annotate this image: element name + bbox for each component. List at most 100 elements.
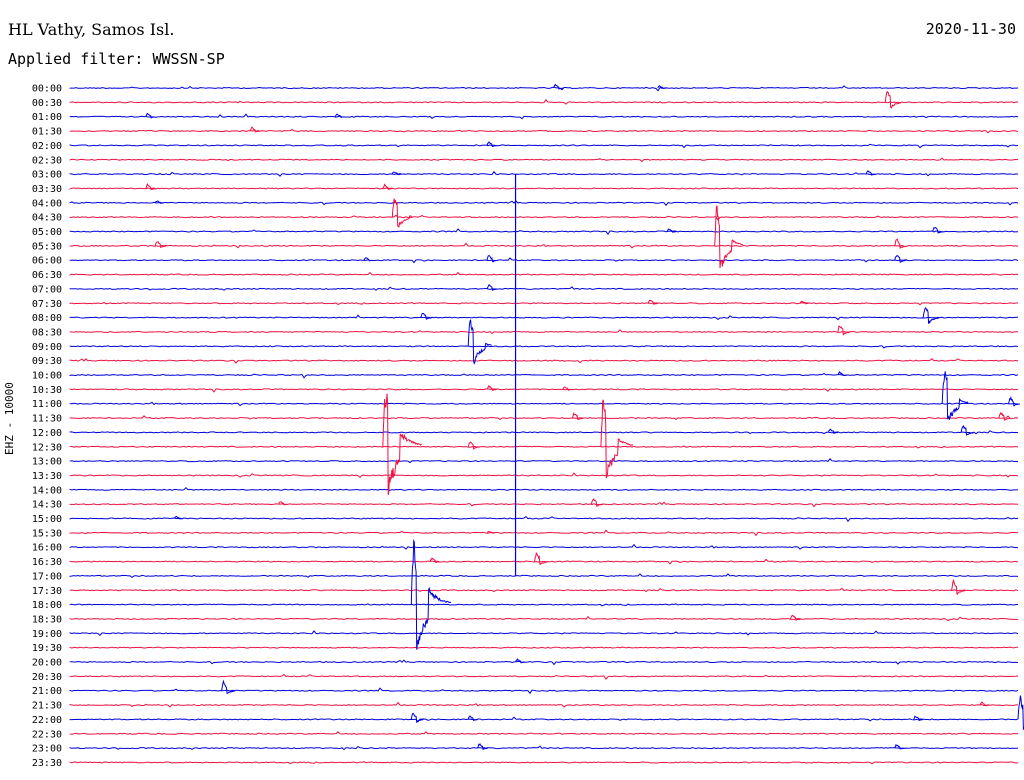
seismic-event xyxy=(410,712,424,724)
time-tick-label: 09:30 xyxy=(32,356,62,367)
trace-line xyxy=(69,687,1019,695)
time-tick-label: 22:30 xyxy=(32,729,62,740)
trace-line xyxy=(69,573,1019,579)
trace-line xyxy=(69,457,1019,464)
seismic-event xyxy=(979,701,990,707)
seismic-event xyxy=(467,715,478,722)
trace-line xyxy=(69,615,1019,622)
seismic-event xyxy=(334,113,345,118)
seismic-event xyxy=(922,307,939,324)
time-tick-labels: 00:00 00:30 01:00 01:30 02:00 02:30 03:00 03:30… xyxy=(32,84,62,769)
time-tick-label: 19:30 xyxy=(32,643,62,654)
trace-line xyxy=(69,214,1019,221)
trace-line xyxy=(69,358,1019,364)
time-tick-label: 20:30 xyxy=(32,672,62,683)
seismic-event xyxy=(477,742,488,751)
seismic-event xyxy=(837,325,850,336)
time-tick-label: 00:30 xyxy=(32,98,62,109)
time-tick-label: 05:00 xyxy=(32,227,62,238)
time-tick-label: 06:00 xyxy=(32,256,62,267)
time-tick-label: 04:30 xyxy=(32,213,62,224)
time-tick-label: 07:00 xyxy=(32,284,62,295)
trace-line xyxy=(69,242,1019,249)
seismic-event xyxy=(429,556,440,563)
time-tick-label: 17:00 xyxy=(32,571,62,582)
seismic-event xyxy=(486,141,497,148)
time-tick-label: 01:30 xyxy=(32,127,62,138)
time-tick-label: 23:30 xyxy=(32,758,62,769)
trace-line xyxy=(69,761,1019,765)
trace-line xyxy=(69,388,1019,393)
seismic-event xyxy=(391,171,402,176)
time-tick-label: 08:00 xyxy=(32,313,62,324)
trace-line xyxy=(69,401,1019,407)
trace-line xyxy=(69,301,1019,306)
time-tick-label: 02:00 xyxy=(32,141,62,152)
seismic-event xyxy=(571,412,584,420)
trace-line xyxy=(69,143,1019,149)
time-tick-label: 03:00 xyxy=(32,170,62,181)
seismic-event xyxy=(382,393,422,496)
seismic-event xyxy=(486,284,498,291)
seismic-event xyxy=(562,386,573,391)
seismic-event xyxy=(932,227,944,234)
record-date: 2020-11-30 xyxy=(925,20,1016,38)
seismic-event xyxy=(420,312,432,320)
seismic-event xyxy=(467,441,480,450)
time-tick-label: 02:30 xyxy=(32,155,62,166)
trace-line xyxy=(69,472,1019,479)
time-tick-label: 15:30 xyxy=(32,528,62,539)
trace-line xyxy=(69,113,1019,120)
seismic-event xyxy=(410,539,452,650)
trace-line xyxy=(69,543,1019,550)
seismic-event xyxy=(534,552,548,565)
seismic-event xyxy=(486,531,495,534)
trace-line xyxy=(69,701,1019,708)
trace-line xyxy=(69,286,1019,291)
seismic-event xyxy=(998,411,1011,421)
seismic-event xyxy=(951,578,966,595)
time-tick-label: 08:30 xyxy=(32,327,62,338)
seismic-event xyxy=(894,238,907,250)
trace-line xyxy=(69,257,1019,264)
trace-line xyxy=(69,200,1019,207)
trace-line xyxy=(69,501,1019,508)
trace-line xyxy=(69,157,1019,163)
time-tick-label: 14:00 xyxy=(32,485,62,496)
time-tick-label: 23:00 xyxy=(32,744,62,755)
seismic-event xyxy=(913,715,924,722)
seismic-event xyxy=(666,228,677,233)
trace-line xyxy=(69,587,1019,593)
trace-line xyxy=(69,98,1019,105)
seismic-event xyxy=(278,501,288,506)
trace-line xyxy=(69,430,1019,435)
seismic-event xyxy=(145,112,156,119)
time-tick-label: 12:30 xyxy=(32,442,62,453)
time-tick-label: 01:00 xyxy=(32,112,62,123)
seismic-event xyxy=(1017,695,1024,731)
trace-line xyxy=(69,716,1019,723)
time-tick-label: 19:00 xyxy=(32,629,62,640)
trace-line xyxy=(69,228,1019,235)
time-tick-label: 16:30 xyxy=(32,557,62,568)
time-tick-label: 13:00 xyxy=(32,457,62,468)
seismic-event xyxy=(657,85,667,90)
seismic-event xyxy=(1008,395,1020,407)
trace-line xyxy=(69,445,1019,449)
time-tick-label: 15:00 xyxy=(32,514,62,525)
time-tick-label: 10:30 xyxy=(32,385,62,396)
time-tick-label: 09:00 xyxy=(32,342,62,353)
trace-line xyxy=(69,516,1019,523)
time-tick-label: 14:30 xyxy=(32,500,62,511)
time-tick-label: 05:30 xyxy=(32,241,62,252)
time-tick-label: 20:00 xyxy=(32,658,62,669)
trace-line xyxy=(69,486,1019,491)
trace-line xyxy=(69,85,1019,92)
seismic-event xyxy=(960,425,974,437)
trace-line xyxy=(69,415,1019,421)
seismic-event xyxy=(894,254,907,263)
trace-line xyxy=(69,129,1019,134)
trace-line xyxy=(69,646,1019,649)
time-tick-label: 07:30 xyxy=(32,299,62,310)
